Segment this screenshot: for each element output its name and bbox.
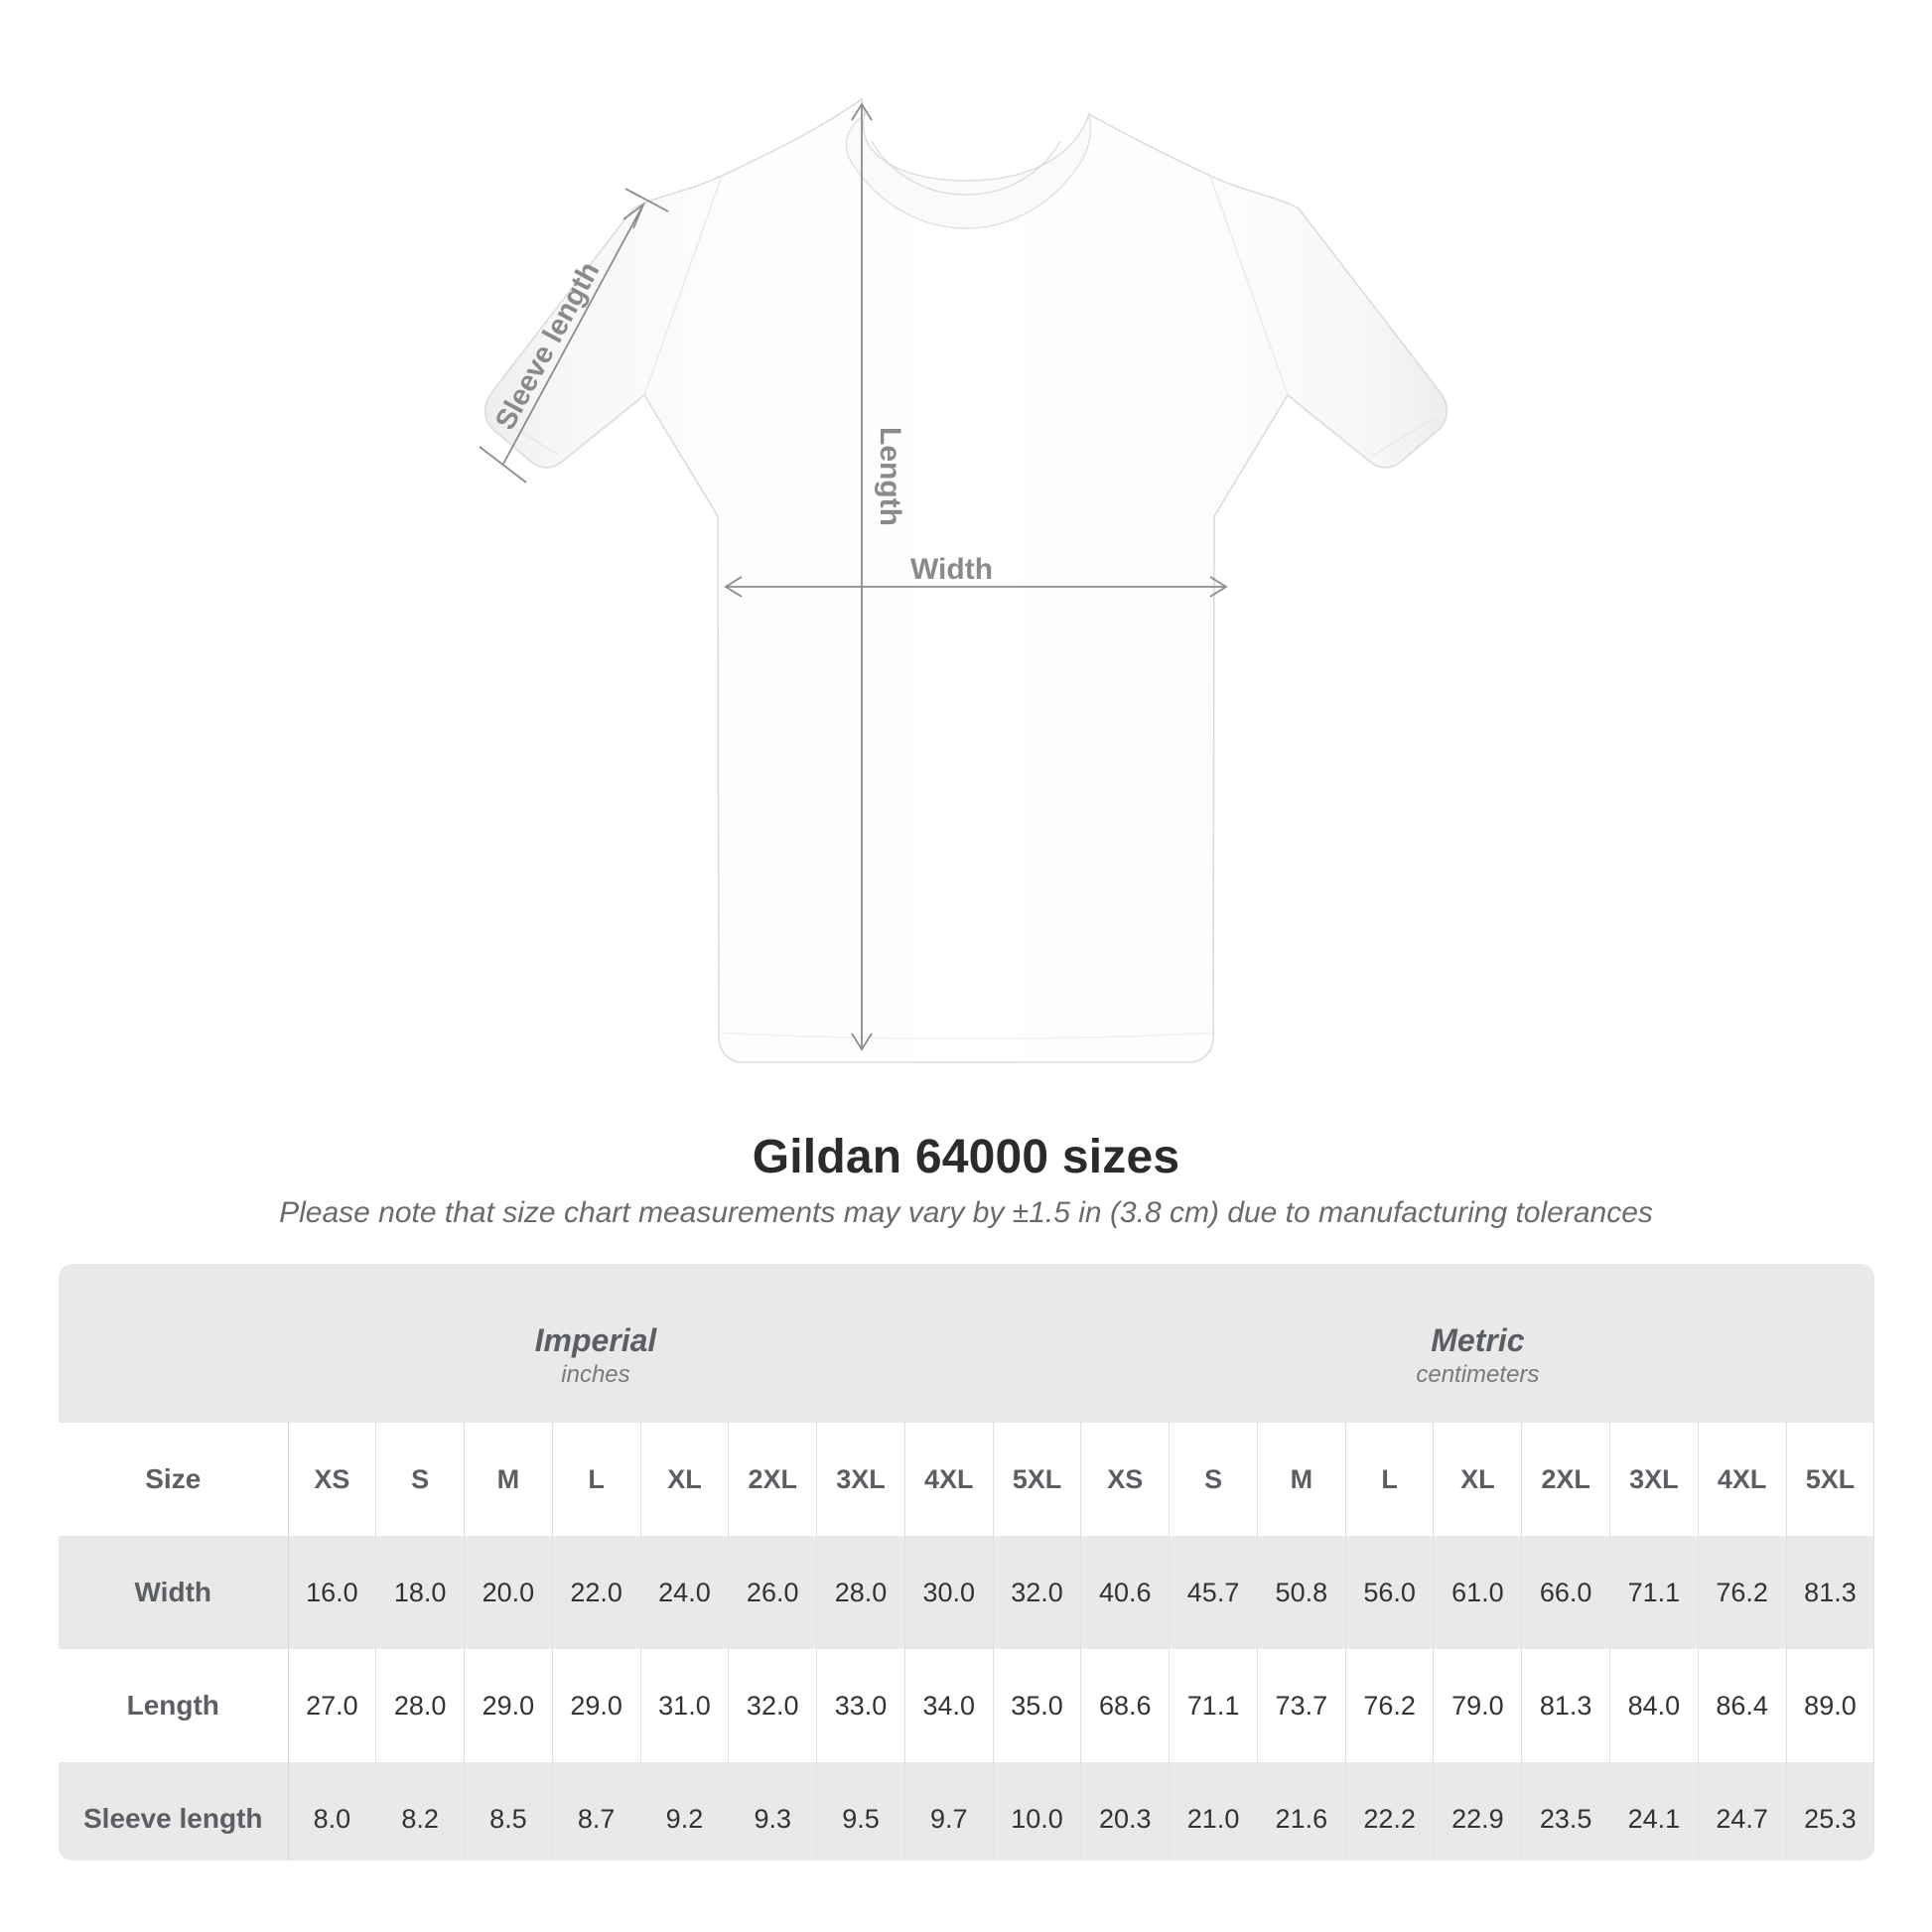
svg-text:Width: Width [910, 553, 993, 586]
svg-text:Length: Length [874, 427, 906, 526]
